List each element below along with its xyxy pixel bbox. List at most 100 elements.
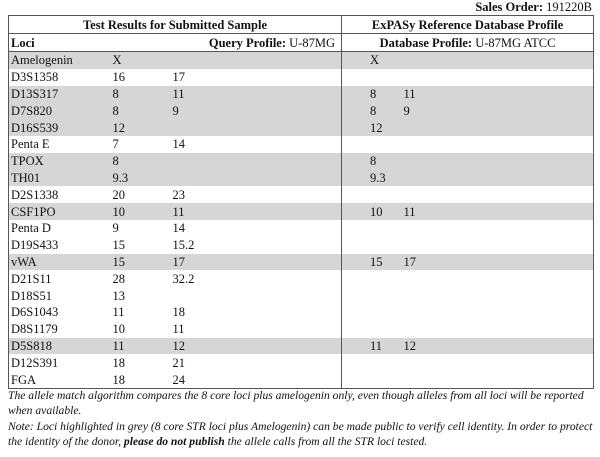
query-label: Query Profile:	[208, 35, 287, 50]
query-allele: 21	[172, 355, 186, 370]
query-allele: 18	[172, 305, 186, 320]
database-allele	[341, 287, 402, 304]
locus: TH01	[8, 169, 111, 187]
locus: CSF1PO	[8, 203, 111, 220]
database-allele	[402, 354, 594, 371]
section-title: Test Results for Submitted Sample	[8, 15, 342, 34]
locus-row: TH01 9.3 9.3	[8, 169, 594, 187]
locus: D12S391	[11, 355, 59, 370]
locus: FGA	[11, 372, 37, 387]
database-allele	[341, 320, 402, 338]
locus: D8S1179	[11, 322, 58, 337]
query-allele	[171, 287, 342, 304]
database-allele: 12	[341, 119, 402, 136]
locus-row: Penta D 9 14	[9, 219, 594, 237]
query-allele	[170, 51, 342, 69]
locus-row: CSF1PO 10 11 10 11	[8, 203, 594, 220]
database-allele	[402, 304, 594, 321]
column-header-row: Loci Query Profile: U-87MG Database Prof…	[8, 33, 594, 52]
sales-order-label: Sales Order:	[475, 0, 544, 14]
locus-row: D7S820 8 9 8 9	[8, 102, 594, 120]
locus: D2S1338	[11, 187, 59, 202]
database-allele: 11	[401, 85, 594, 103]
locus: D19S433	[11, 238, 59, 253]
locus: Penta E	[11, 137, 50, 152]
database-header: Database Profile: U-87MG ATCC	[341, 33, 594, 52]
query-allele: 18	[112, 355, 126, 370]
database-allele	[402, 287, 594, 304]
query-allele	[170, 169, 342, 187]
query-allele: 11	[172, 322, 185, 337]
locus-row: D5S818 11 12 11 12	[8, 337, 594, 355]
database-allele: 8	[341, 152, 402, 170]
database-allele	[341, 219, 402, 237]
database-allele: X	[341, 51, 402, 69]
database-allele	[341, 236, 402, 254]
database-allele	[341, 371, 402, 389]
str-table: Test Results for Submitted Sample ExPASy…	[8, 15, 594, 389]
database-allele: 11	[341, 337, 402, 355]
locus-row: D18S51 13	[9, 287, 594, 304]
database-allele	[341, 354, 402, 372]
note: The allele match algorithm compares the …	[8, 389, 593, 418]
database-allele	[341, 303, 402, 321]
database-allele	[401, 169, 594, 187]
query-allele: 14	[172, 221, 186, 236]
query-name: U-87MG	[289, 35, 335, 50]
query-allele: 13	[112, 288, 126, 303]
query-allele: 14	[172, 137, 186, 152]
database-allele	[402, 220, 594, 237]
database-allele: 12	[401, 337, 594, 355]
query-allele: 12	[170, 337, 342, 355]
database-allele	[401, 152, 594, 170]
query-allele: 32.2	[172, 271, 195, 286]
locus: D16S539	[8, 119, 111, 136]
database-allele	[341, 270, 402, 288]
section-title: ExPASy Reference Database Profile	[341, 15, 594, 34]
database-allele: 8	[341, 102, 402, 120]
query-allele: 8	[110, 102, 171, 120]
query-allele: 15	[110, 253, 171, 271]
database-allele: 15	[341, 253, 402, 271]
query-allele	[170, 152, 342, 170]
database-label: Database Profile:	[379, 35, 473, 50]
locus-row: vWA 15 17 15 17	[8, 253, 594, 271]
query-allele	[170, 119, 342, 136]
sales-order-value: 191220B	[546, 0, 592, 14]
query-allele: 9.3	[110, 169, 171, 187]
database-allele	[401, 119, 594, 136]
locus: vWA	[8, 253, 111, 271]
locus-row: D3S1358 16 17	[9, 68, 594, 86]
query-allele: 18	[112, 372, 126, 387]
database-allele	[402, 321, 594, 338]
locus-row: TPOX 8 8	[8, 152, 594, 170]
note: Note: Loci highlighted in grey (8 core S…	[8, 420, 593, 449]
database-allele: 11	[401, 203, 594, 220]
database-allele	[402, 136, 594, 153]
database-allele: 9	[401, 102, 594, 120]
table-head: Test Results for Submitted Sample ExPASy…	[8, 15, 594, 52]
query-allele: 16	[112, 70, 126, 85]
query-allele: 10	[110, 203, 171, 220]
locus-row: D8S1179 10 11	[9, 320, 594, 338]
locus: D5S818	[8, 337, 111, 355]
locus-row: D13S317 8 11 8 11	[8, 85, 594, 103]
query-allele: 10	[112, 322, 126, 337]
database-allele	[341, 186, 402, 204]
database-allele	[341, 68, 402, 86]
database-allele	[341, 135, 402, 153]
locus-row: D16S539 12 12	[8, 119, 594, 136]
database-allele	[402, 270, 594, 287]
locus: Penta D	[11, 221, 51, 236]
database-name: U-87MG ATCC	[475, 35, 556, 50]
database-allele	[402, 237, 594, 254]
locus-row: D19S433 15 15.2	[9, 236, 594, 254]
database-allele	[402, 371, 594, 388]
locus: D13S317	[8, 85, 111, 103]
loci-header: Loci	[8, 33, 111, 52]
query-allele: 24	[172, 372, 186, 387]
query-allele: 8	[110, 85, 171, 103]
query-allele: 8	[110, 152, 171, 170]
locus: D6S1043	[11, 305, 59, 320]
